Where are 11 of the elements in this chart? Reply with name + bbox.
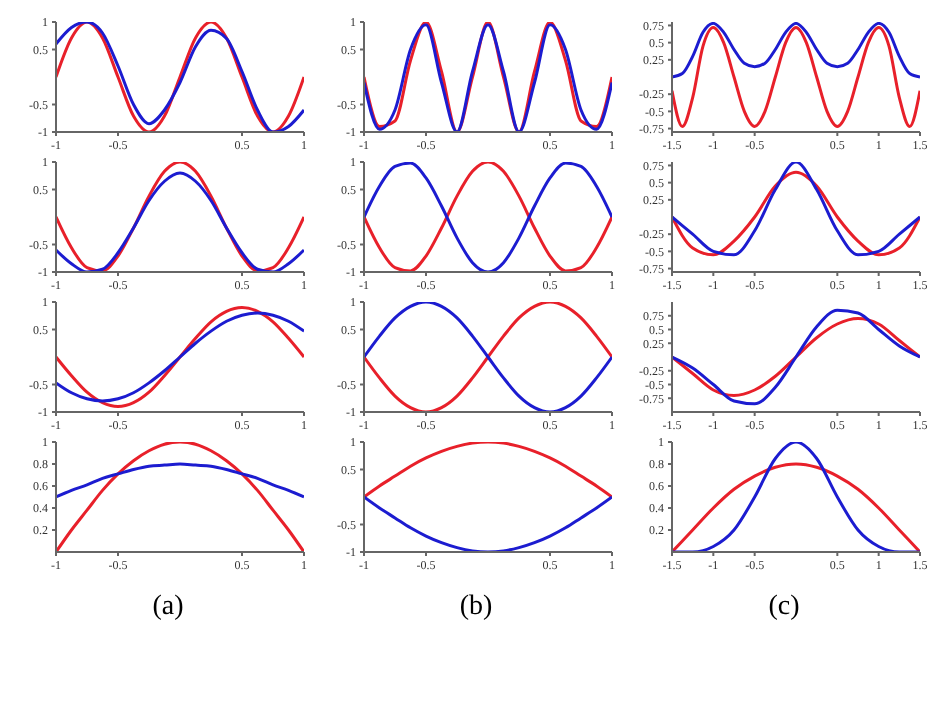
text: (b)	[457, 592, 495, 624]
line-series	[364, 302, 612, 412]
text: (c)	[766, 592, 802, 624]
line-series	[672, 22, 920, 79]
text: (a)	[150, 592, 186, 624]
line-series	[364, 162, 612, 272]
line-series	[56, 442, 304, 552]
line-series	[56, 22, 304, 132]
line-series	[56, 462, 304, 499]
line-series	[364, 442, 612, 499]
line-series	[672, 26, 920, 128]
